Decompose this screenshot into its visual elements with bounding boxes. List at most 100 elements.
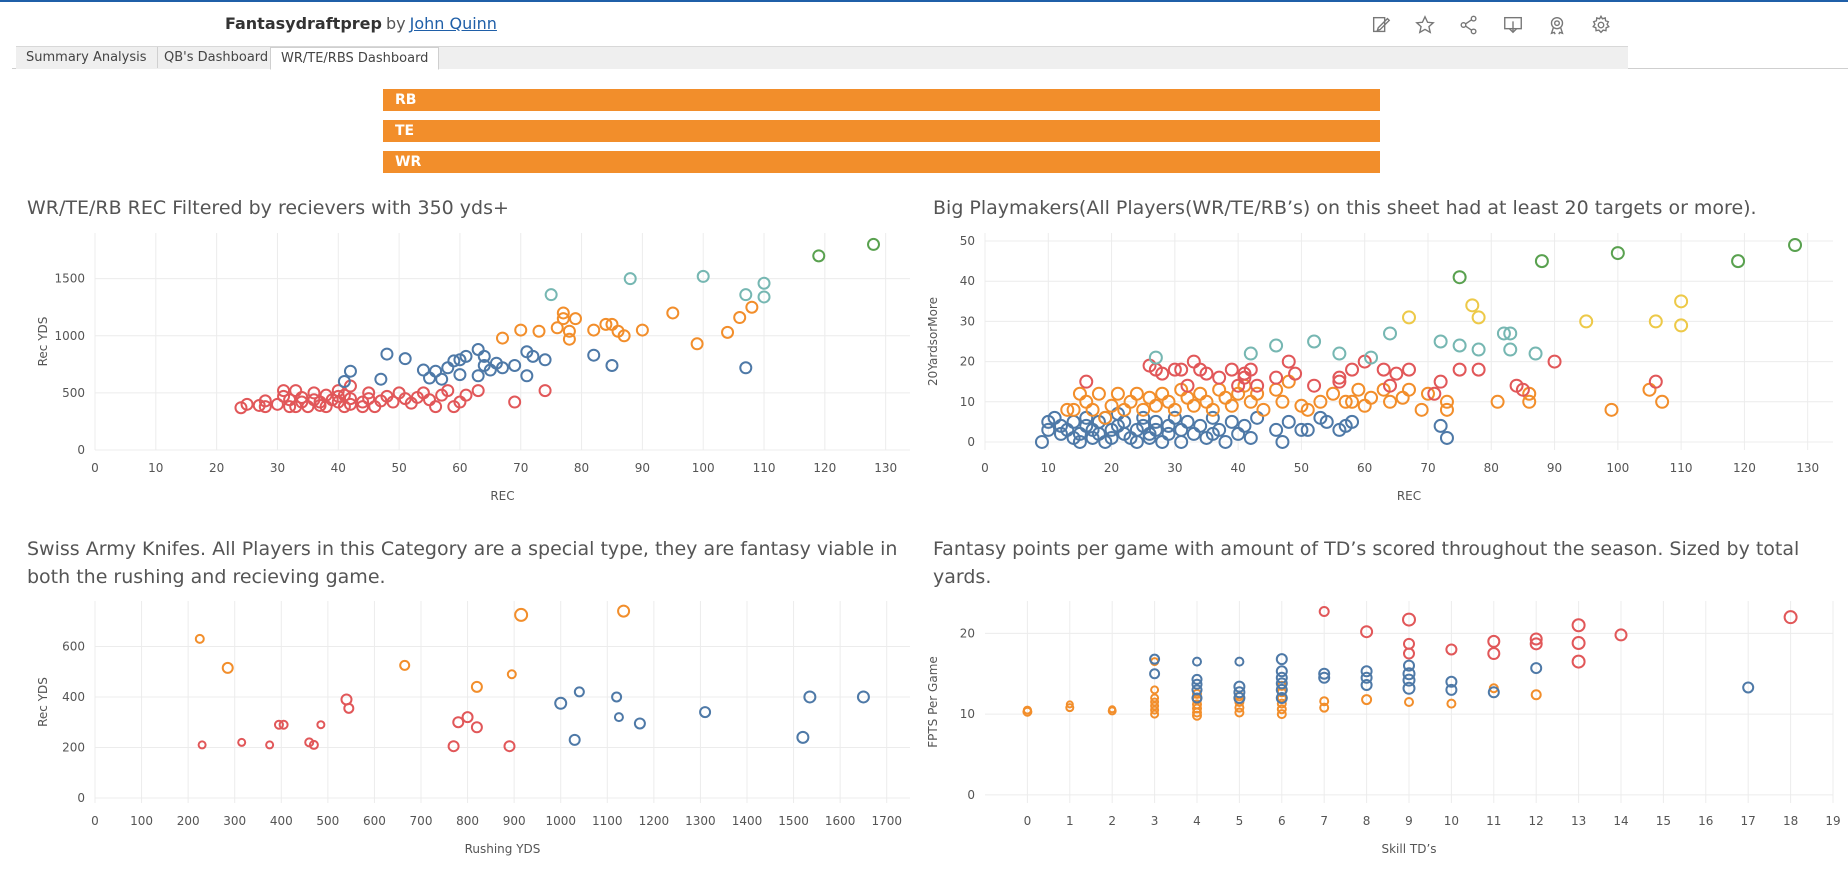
data-point[interactable] [1503, 342, 1518, 357]
data-point[interactable] [1319, 414, 1334, 429]
data-point[interactable] [1155, 386, 1170, 401]
data-point[interactable] [1174, 362, 1189, 377]
data-point[interactable] [1319, 702, 1330, 713]
data-point[interactable] [544, 288, 558, 302]
data-point[interactable] [273, 719, 284, 730]
data-point[interactable] [1522, 394, 1537, 409]
data-point[interactable] [690, 337, 704, 351]
data-point[interactable] [1471, 362, 1486, 377]
data-point[interactable] [1433, 418, 1448, 433]
data-point[interactable] [1161, 426, 1176, 441]
edit-icon[interactable] [1370, 14, 1392, 36]
data-point[interactable] [1136, 410, 1151, 425]
data-point[interactable] [221, 661, 234, 674]
data-point[interactable] [278, 719, 289, 730]
data-point[interactable] [441, 384, 455, 398]
data-point[interactable] [562, 324, 576, 338]
data-point[interactable] [605, 358, 619, 372]
data-point[interactable] [270, 397, 284, 411]
data-point[interactable] [1389, 366, 1404, 381]
data-point[interactable] [1571, 636, 1586, 651]
data-point[interactable] [1404, 697, 1414, 707]
data-point[interactable] [568, 312, 582, 326]
data-point[interactable] [1361, 694, 1373, 706]
data-point[interactable] [1192, 656, 1202, 667]
data-point[interactable] [1332, 370, 1347, 385]
data-point[interactable] [1129, 386, 1144, 401]
data-point[interactable] [1318, 606, 1330, 618]
data-point[interactable] [1079, 374, 1094, 389]
data-point[interactable] [356, 400, 370, 414]
data-point[interactable] [1191, 684, 1203, 696]
data-point[interactable] [1487, 634, 1501, 648]
data-point[interactable] [1402, 667, 1416, 681]
data-point[interactable] [1275, 394, 1290, 409]
data-point[interactable] [745, 300, 759, 314]
data-point[interactable] [423, 371, 437, 385]
data-point[interactable] [1383, 378, 1398, 393]
data-point[interactable] [398, 352, 412, 366]
data-point[interactable] [1148, 350, 1163, 365]
data-point[interactable] [1345, 394, 1360, 409]
data-point[interactable] [1294, 422, 1309, 437]
data-point[interactable] [1318, 671, 1331, 684]
data-point[interactable] [1433, 374, 1448, 389]
data-point[interactable] [1503, 326, 1518, 341]
data-point[interactable] [331, 389, 345, 403]
data-point[interactable] [1332, 374, 1347, 389]
data-point[interactable] [1530, 689, 1542, 701]
data-point[interactable] [1383, 394, 1398, 409]
data-point[interactable] [757, 276, 771, 290]
data-point[interactable] [617, 604, 631, 618]
data-point[interactable] [435, 372, 449, 386]
data-point[interactable] [386, 395, 400, 409]
data-point[interactable] [1275, 677, 1288, 690]
data-point[interactable] [1288, 366, 1303, 381]
data-point[interactable] [1167, 362, 1182, 377]
data-point[interactable] [1212, 370, 1227, 385]
data-point[interactable] [1167, 410, 1182, 425]
data-point[interactable] [337, 374, 351, 388]
data-point[interactable] [1446, 698, 1457, 709]
data-point[interactable] [1439, 430, 1454, 445]
data-point[interactable] [374, 372, 388, 386]
data-point[interactable] [477, 349, 491, 363]
data-point[interactable] [1150, 697, 1160, 707]
data-point[interactable] [532, 324, 546, 338]
data-point[interactable] [1224, 414, 1239, 429]
data-point[interactable] [1547, 354, 1562, 369]
data-point[interactable] [1345, 414, 1360, 429]
data-point[interactable] [556, 312, 570, 326]
filter-te[interactable]: TE [383, 120, 1380, 142]
data-point[interactable] [739, 288, 753, 302]
data-point[interactable] [867, 237, 881, 251]
data-point[interactable] [587, 348, 601, 362]
data-point[interactable] [459, 349, 473, 363]
data-point[interactable] [447, 354, 461, 368]
data-point[interactable] [1243, 346, 1258, 361]
data-point[interactable] [1060, 402, 1075, 417]
data-point[interactable] [258, 400, 272, 414]
data-point[interactable] [1402, 681, 1416, 695]
data-point[interactable] [470, 721, 483, 734]
data-point[interactable] [1256, 402, 1271, 417]
data-point[interactable] [380, 347, 394, 361]
data-point[interactable] [1269, 370, 1284, 385]
data-point[interactable] [237, 737, 247, 747]
data-point[interactable] [362, 386, 376, 400]
data-point[interactable] [1731, 254, 1746, 269]
data-point[interactable] [1515, 382, 1530, 397]
data-point[interactable] [1281, 374, 1296, 389]
data-point[interactable] [429, 400, 443, 414]
data-point[interactable] [1098, 410, 1113, 425]
data-point[interactable] [1275, 665, 1288, 678]
data-point[interactable] [470, 680, 483, 693]
data-point[interactable] [197, 740, 207, 750]
data-point[interactable] [1674, 318, 1689, 333]
settings-gear-icon[interactable] [1590, 14, 1612, 36]
data-point[interactable] [1318, 667, 1331, 680]
data-point[interactable] [1148, 414, 1163, 429]
data-point[interactable] [1300, 422, 1315, 437]
data-point[interactable] [1402, 382, 1416, 397]
data-point[interactable] [1487, 686, 1500, 699]
